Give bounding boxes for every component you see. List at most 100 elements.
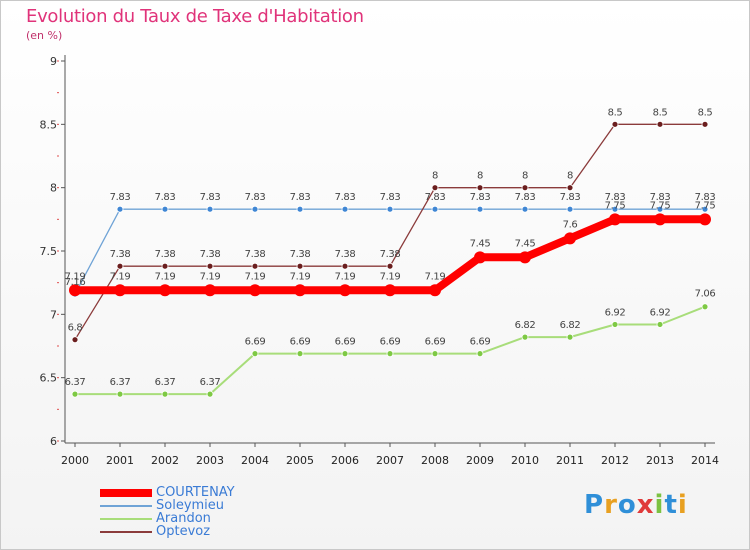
data-label-courtenay: 7.19 [380,271,401,282]
data-label-arandon: 6.69 [290,337,311,348]
data-point-optevoz [206,262,214,270]
data-point-optevoz [521,184,529,192]
logo-letter: P [584,490,605,520]
data-point-optevoz [116,262,124,270]
data-label-optevoz: 7.38 [155,249,176,260]
data-label-soleymieu: 7.83 [470,192,491,203]
data-point-courtenay [429,284,441,297]
data-point-optevoz [296,262,304,270]
legend-label: Optevoz [156,524,211,539]
data-label-soleymieu: 7.83 [200,192,221,203]
logo-letter: i [677,490,688,520]
data-label-soleymieu: 7.83 [695,192,716,203]
y-tick-label: 8.5 [40,118,58,131]
data-point-courtenay [339,284,351,297]
x-tick-label: 2014 [691,454,719,467]
data-label-arandon: 6.69 [335,337,356,348]
data-point-arandon [206,390,214,398]
data-label-soleymieu: 7.83 [650,192,671,203]
logo-letter: r [604,490,618,520]
data-point-arandon [521,333,529,341]
legend-label: COURTENAY [156,485,235,500]
data-label-soleymieu: 7.83 [245,192,266,203]
legend-item-arandon: Arandon [100,511,320,526]
chart-title: Evolution du Taux de Taxe d'Habitation [26,6,364,27]
legend-swatch [100,489,152,497]
data-label-courtenay: 7.19 [110,271,131,282]
data-label-optevoz: 7.38 [110,249,131,260]
data-label-optevoz: 8.5 [608,107,623,118]
data-point-arandon [71,390,79,398]
data-point-soleymieu [386,205,394,213]
data-label-courtenay: 7.19 [425,271,446,282]
data-label-courtenay: 7.75 [605,200,626,211]
data-point-soleymieu [341,205,349,213]
data-point-optevoz [71,336,79,344]
data-point-optevoz [431,184,439,192]
data-label-optevoz: 8.5 [653,107,668,118]
data-point-optevoz [566,184,574,192]
data-label-optevoz: 7.38 [200,249,221,260]
data-point-arandon [566,333,574,341]
data-label-courtenay: 7.75 [650,200,671,211]
data-point-arandon [701,303,709,311]
x-tick-label: 2009 [466,454,494,467]
data-label-courtenay: 7.6 [563,219,578,230]
data-label-optevoz: 7.38 [335,249,356,260]
x-tick-label: 2000 [61,454,89,467]
data-point-soleymieu [431,205,439,213]
logo-letter: t [664,490,678,520]
data-label-arandon: 6.69 [245,337,266,348]
data-point-arandon [386,350,394,358]
data-label-courtenay: 7.19 [335,271,356,282]
data-label-soleymieu: 7.83 [515,192,536,203]
data-label-courtenay: 7.19 [245,271,266,282]
data-point-arandon [431,350,439,358]
data-point-optevoz [476,184,484,192]
data-label-arandon: 6.82 [560,320,581,331]
data-label-arandon: 6.69 [425,337,446,348]
data-label-soleymieu: 7.83 [605,192,626,203]
data-point-soleymieu [476,205,484,213]
data-label-soleymieu: 7.16 [65,277,86,288]
data-point-courtenay [699,213,711,226]
x-tick-label: 2002 [151,454,179,467]
legend-item-courtenay: COURTENAY [100,485,320,500]
legend-swatch [100,531,152,533]
data-point-arandon [251,350,259,358]
proxiti-logo: Proxiti [584,490,688,520]
data-label-optevoz: 7.38 [245,249,266,260]
legend-label: Soleymieu [156,498,225,513]
data-label-arandon: 6.82 [515,320,536,331]
data-point-soleymieu [656,205,664,213]
data-point-arandon [611,321,619,328]
data-point-optevoz [611,120,619,128]
data-label-soleymieu: 7.83 [110,192,131,203]
data-label-arandon: 6.92 [650,307,671,318]
x-tick-label: 2010 [511,454,539,467]
data-label-courtenay: 7.75 [695,200,716,211]
data-label-optevoz: 7.38 [380,249,401,260]
data-label-courtenay: 7.19 [290,271,311,282]
data-label-optevoz: 8 [567,171,573,182]
data-label-arandon: 6.37 [200,377,221,388]
data-point-optevoz [701,120,709,128]
data-point-soleymieu [611,205,619,213]
data-point-arandon [476,350,484,358]
data-label-courtenay: 7.19 [155,271,176,282]
data-label-optevoz: 8 [432,171,438,182]
data-point-soleymieu [296,205,304,213]
data-point-optevoz [161,262,169,270]
x-tick-label: 2007 [376,454,404,467]
x-tick-label: 2006 [331,454,359,467]
data-label-courtenay: 7.19 [65,271,86,282]
data-point-courtenay [249,284,261,297]
data-point-courtenay [294,284,306,297]
data-point-soleymieu [701,205,709,213]
data-label-arandon: 7.06 [695,289,716,300]
x-tick-label: 2005 [286,454,314,467]
data-point-courtenay [609,213,621,226]
data-point-soleymieu [521,205,529,213]
data-label-optevoz: 8 [477,171,483,182]
